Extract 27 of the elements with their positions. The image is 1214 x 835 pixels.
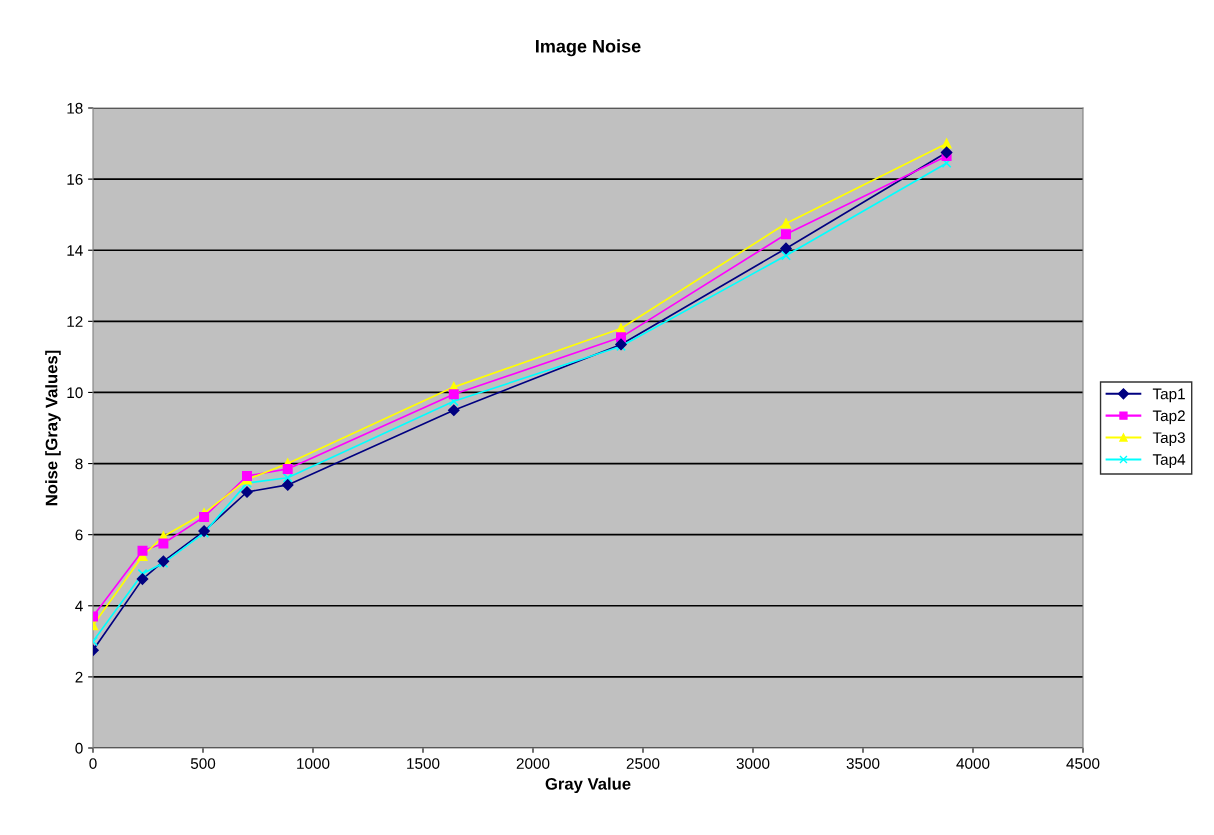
legend-label: Tap2 [1152,410,1185,425]
y-tick-label: 16 [67,173,83,185]
y-tick-label: 4 [75,600,83,612]
y-tick-label: 14 [67,245,83,256]
y-axis-title: Noise [Gray Values] [45,350,61,506]
x-tick-label: 3000 [736,758,770,769]
x-tick-label: 4500 [1066,758,1100,769]
y-tick-label: 12 [67,316,83,327]
x-tick-label: 1000 [297,758,330,769]
legend-label: Tap4 [1152,454,1186,468]
legend-label: Tap3 [1152,432,1185,447]
y-tick-label: 10 [67,387,83,399]
chart-title: Image Noise [536,39,641,57]
x-tick-label: 3500 [846,758,880,769]
x-tick-label: 0 [89,758,97,769]
x-tick-label: 500 [190,758,216,769]
y-tick-label: 6 [75,529,83,541]
x-axis-title: Gray Value [545,777,631,794]
y-tick-label: 18 [67,102,83,114]
x-tick-label: 2000 [516,758,550,769]
x-tick-label: 2500 [626,758,660,769]
legend-label: Tap1 [1152,388,1185,403]
x-tick-label: 4000 [956,758,990,769]
y-tick-label: 8 [75,458,83,470]
y-tick-label: 2 [75,671,83,683]
x-tick-label: 1500 [407,758,440,769]
y-tick-label: 0 [75,742,83,754]
